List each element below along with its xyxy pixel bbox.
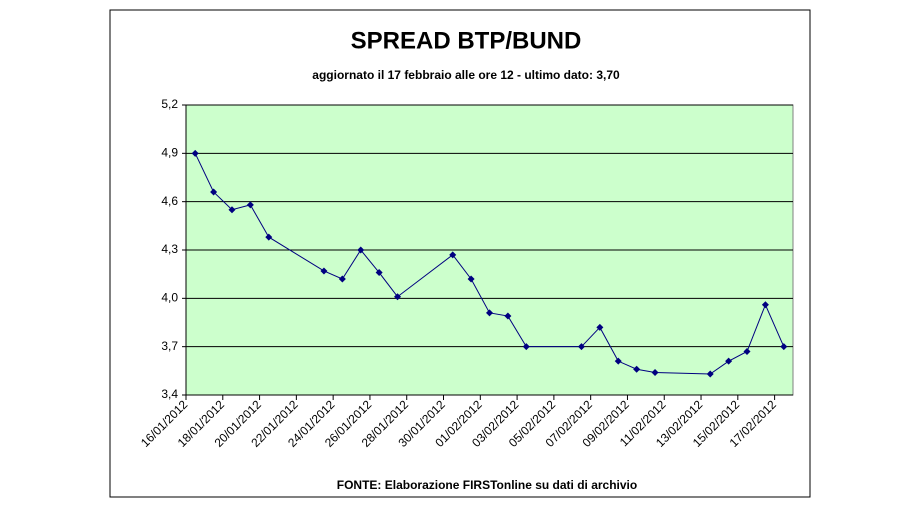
y-tick-label: 3,7 bbox=[161, 339, 178, 353]
data-point bbox=[486, 309, 493, 317]
data-point bbox=[228, 206, 236, 214]
data-point bbox=[246, 201, 254, 209]
data-point bbox=[651, 368, 659, 376]
data-point bbox=[780, 343, 788, 351]
data-point bbox=[338, 275, 346, 283]
data-point bbox=[761, 301, 769, 309]
y-tick-label: 4,0 bbox=[161, 291, 178, 305]
data-point bbox=[504, 312, 512, 320]
data-point bbox=[191, 149, 199, 157]
data-point bbox=[706, 370, 714, 378]
y-tick-label: 5,2 bbox=[161, 97, 178, 111]
data-point bbox=[633, 365, 641, 373]
data-point bbox=[449, 251, 457, 259]
data-point bbox=[577, 343, 585, 351]
chart-source: FONTE: Elaborazione FIRSTonline su dati … bbox=[337, 478, 637, 492]
chart-title: SPREAD BTP/BUND bbox=[351, 27, 582, 54]
data-point bbox=[614, 357, 622, 365]
data-point bbox=[467, 275, 475, 283]
data-point bbox=[394, 293, 402, 301]
y-tick-label: 3,4 bbox=[161, 387, 178, 401]
data-point bbox=[743, 348, 751, 355]
data-point bbox=[725, 357, 733, 365]
data-point bbox=[320, 267, 328, 275]
data-point bbox=[357, 246, 365, 254]
data-point bbox=[596, 323, 604, 331]
data-point bbox=[522, 343, 530, 351]
y-tick-label: 4,3 bbox=[161, 242, 178, 256]
chart-subtitle: aggiornato il 17 febbraio alle ore 12 - … bbox=[312, 68, 620, 82]
data-point bbox=[265, 233, 273, 241]
data-point bbox=[210, 188, 218, 196]
y-tick-label: 4,6 bbox=[161, 194, 178, 208]
data-point bbox=[375, 269, 383, 277]
y-tick-label: 4,9 bbox=[161, 146, 178, 160]
